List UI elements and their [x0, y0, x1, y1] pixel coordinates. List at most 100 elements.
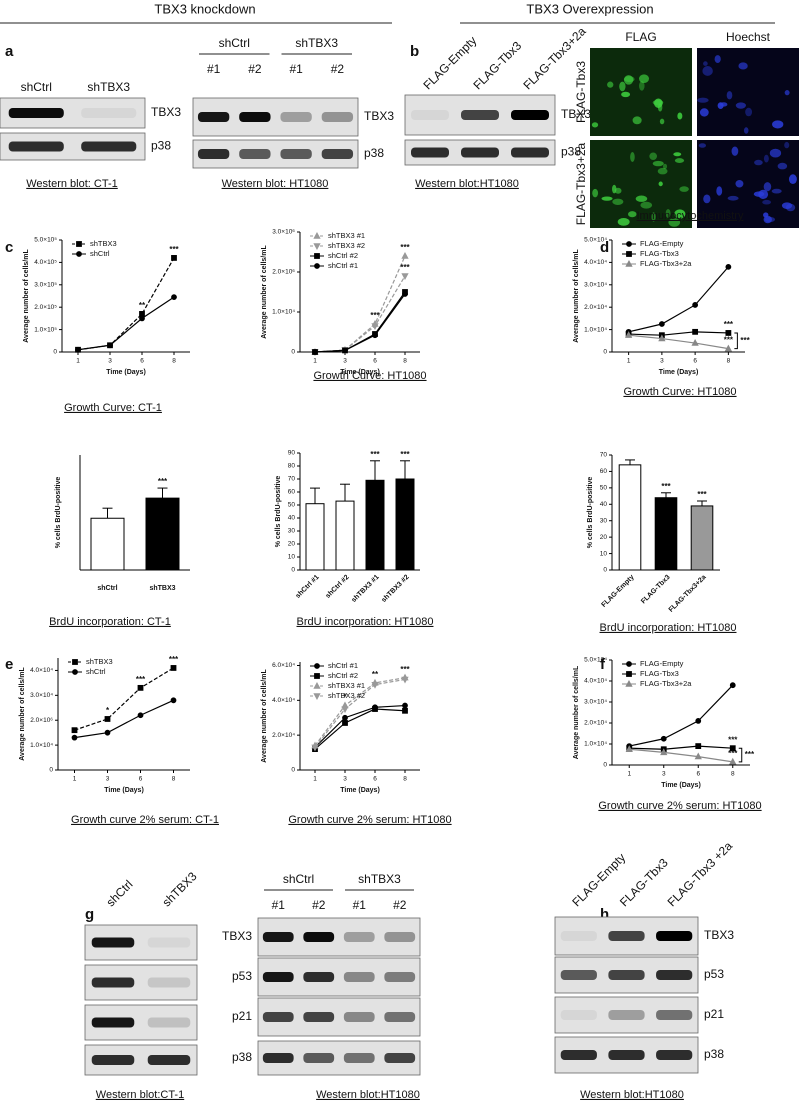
- x-tick-label: FLAG-Tbx3: [640, 574, 672, 606]
- point: [691, 338, 699, 346]
- significance: ***: [745, 750, 755, 759]
- blot-band: [608, 1010, 645, 1020]
- y-tick-label: 60: [288, 489, 296, 496]
- cell: [630, 151, 635, 162]
- blot-band: [239, 149, 271, 159]
- blot-band: [343, 1053, 375, 1063]
- blot-row-label: p53: [704, 967, 724, 981]
- blot-lane-label: #1: [289, 62, 303, 76]
- y-tick-label: 0: [291, 767, 295, 774]
- point: [626, 241, 632, 247]
- point: [371, 681, 379, 689]
- blot-band: [262, 1012, 294, 1022]
- cell: [763, 154, 769, 163]
- panel-letter: c: [5, 239, 13, 256]
- series-line: [629, 748, 733, 763]
- point: [695, 718, 702, 724]
- y-tick-label: 20: [288, 541, 296, 548]
- blot-band: [262, 972, 294, 982]
- significance: ***: [158, 477, 168, 486]
- cell: [607, 81, 614, 88]
- x-tick-label: 1: [627, 358, 631, 365]
- point: [171, 294, 177, 301]
- cell: [703, 61, 708, 66]
- cell: [763, 182, 772, 192]
- blot-lane-label: FLAG-Tbx3: [470, 38, 524, 92]
- blot-band: [656, 1010, 693, 1020]
- blot-row-label: TBX3: [151, 105, 181, 119]
- blot-row-label: p38: [232, 1050, 252, 1064]
- y-tick-label: 0: [53, 349, 57, 356]
- point: [342, 347, 348, 354]
- y-tick-label: 3.0×10⁴: [30, 692, 53, 699]
- blot-band: [81, 108, 137, 118]
- y-axis-label: Average number of cells/mL: [573, 249, 580, 343]
- legend-label: shCtrl #1: [328, 661, 358, 670]
- series-line: [314, 677, 406, 746]
- blot-band: [8, 141, 64, 152]
- cell: [703, 194, 711, 204]
- blot-lane-label: shTBX3: [159, 869, 199, 909]
- blot-caption: Western blot:HT1080: [316, 1089, 420, 1101]
- blot-band: [461, 147, 499, 158]
- y-axis-label: Average number of cells/mL: [261, 245, 268, 339]
- blot-band: [608, 1050, 645, 1060]
- x-tick-label: 3: [108, 358, 112, 365]
- y-tick-label: 90: [288, 450, 296, 457]
- x-tick-label: shTBX3 #2: [380, 574, 410, 604]
- x-tick-label: 1: [73, 776, 77, 783]
- point: [372, 706, 378, 712]
- x-axis-label: Time (Days): [340, 787, 380, 794]
- cell: [699, 108, 709, 117]
- series-line: [629, 745, 733, 750]
- x-tick-label: 6: [373, 358, 377, 365]
- point: [137, 684, 144, 691]
- blot-band: [411, 147, 449, 158]
- point: [401, 273, 409, 281]
- x-tick-label: 8: [172, 776, 176, 783]
- point: [372, 332, 378, 339]
- chart-caption: Growth curve 2% serum: HT1080: [598, 800, 761, 812]
- blot-band: [560, 931, 597, 941]
- cell: [617, 217, 630, 226]
- blot-band: [384, 1053, 416, 1063]
- bar: [305, 503, 325, 571]
- blot-caption: Western blot:HT1080: [580, 1089, 684, 1101]
- bar: [365, 479, 385, 571]
- y-tick-label: 4.0×10⁴: [584, 259, 607, 266]
- chart-caption: Growth Curve: HT1080: [623, 386, 736, 398]
- x-tick-label: 8: [727, 358, 731, 365]
- blot-band: [511, 110, 549, 120]
- bar: [145, 497, 180, 571]
- x-tick-label: 8: [172, 358, 176, 365]
- point: [625, 679, 633, 687]
- y-tick-label: 0: [49, 767, 53, 774]
- significance: ***: [169, 655, 179, 664]
- blot-lane-label: shCtrl: [21, 80, 52, 94]
- significance: *: [343, 693, 347, 702]
- cell: [649, 152, 658, 161]
- y-tick-label: 70: [288, 476, 296, 483]
- legend-label: shTBX3 #1: [328, 231, 365, 240]
- blot-band: [303, 1012, 335, 1022]
- x-axis-label: Time (Days): [104, 787, 144, 794]
- cell: [735, 180, 744, 188]
- cell: [784, 141, 790, 149]
- cell: [640, 201, 653, 209]
- blot-row-label: TBX3: [561, 107, 591, 121]
- blot-row-label: TBX3: [364, 109, 394, 123]
- series-line: [77, 296, 175, 351]
- y-tick-label: 6.0×10⁴: [272, 662, 295, 669]
- cell: [632, 116, 642, 125]
- x-axis-label: Time (Days): [340, 369, 380, 376]
- cell: [743, 127, 749, 134]
- y-tick-label: 1.0×10⁴: [584, 741, 607, 748]
- icc-row-label: FLAG-Tbx3: [574, 61, 588, 123]
- blot-band: [343, 1012, 375, 1022]
- blot-band: [511, 147, 549, 158]
- blot-band: [560, 970, 597, 980]
- blot-band: [560, 1050, 597, 1060]
- blot-lane-label: #2: [331, 62, 345, 76]
- y-tick-label: 40: [600, 501, 608, 508]
- blot-band: [384, 932, 416, 942]
